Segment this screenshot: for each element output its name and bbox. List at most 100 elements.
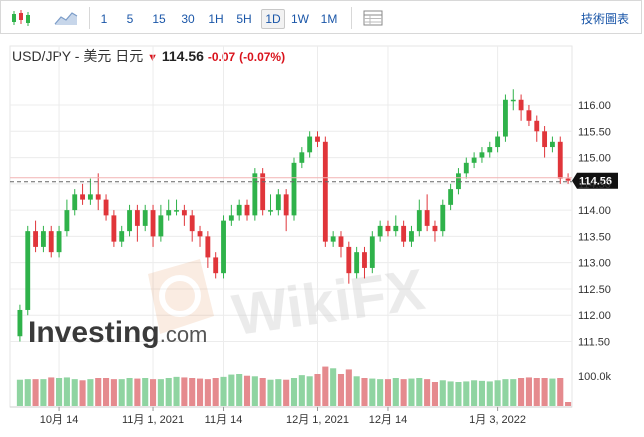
y-tick-label: 115.50 (578, 126, 611, 138)
candle (260, 168, 266, 216)
y-tick-label: 114.00 (578, 205, 611, 217)
candle-body (291, 162, 297, 216)
volume-bar (486, 381, 493, 406)
candle (510, 89, 516, 111)
candle-body (393, 225, 399, 232)
technical-chart-link[interactable]: 技術圖表 (580, 12, 629, 26)
timeframe-1[interactable]: 1 (100, 12, 108, 26)
volume-bar (361, 378, 368, 406)
candle-body (385, 225, 391, 232)
price-change-percent: (-0.07%) (239, 50, 286, 64)
table-icon[interactable] (361, 9, 387, 27)
wikifx-watermark-text: WikiFX (228, 257, 428, 348)
candle (80, 183, 85, 205)
volume-bar (510, 379, 517, 406)
investing-logo: Investing.com (28, 316, 207, 349)
candle (369, 231, 375, 274)
candle (549, 136, 555, 153)
timeframe-5h[interactable]: 5H (236, 12, 252, 26)
candle (463, 157, 469, 179)
volume-bar (16, 379, 23, 406)
volume-bar (259, 378, 266, 406)
candlestick-icon[interactable] (9, 9, 35, 27)
volume-bar (157, 379, 164, 406)
candle (33, 220, 39, 253)
volume-bar (24, 379, 31, 406)
y-tick-label: 116.00 (578, 100, 611, 112)
volume-bar (565, 402, 572, 406)
candle (181, 204, 187, 226)
volume-bars (16, 366, 572, 406)
x-tick-label: 11月 14 (205, 414, 243, 426)
candle (72, 189, 78, 216)
volume-bar (251, 376, 258, 406)
candle-body (189, 215, 195, 232)
volume-bar (103, 378, 110, 406)
candle (221, 215, 226, 279)
volume-bar (228, 374, 235, 406)
volume-bar (424, 379, 431, 406)
volume-bar (306, 376, 313, 406)
candle (291, 157, 297, 221)
candle-body (142, 210, 148, 226)
candle-body (244, 204, 250, 216)
candle-body (275, 194, 281, 211)
candle-body (40, 231, 46, 247)
x-tick-label: 1月 3, 2022 (469, 414, 526, 426)
volume-bar (212, 378, 219, 406)
candle (503, 94, 508, 142)
candle (87, 178, 93, 205)
timeframe-30[interactable]: 30 (181, 12, 195, 26)
candle-body (346, 246, 352, 274)
volume-bar (314, 374, 321, 406)
last-price-tag: 114.56 (572, 172, 618, 189)
timeframe-1d[interactable]: 1D (261, 9, 285, 29)
volume-bar (416, 378, 423, 406)
timeframe-1m[interactable]: 1M (320, 12, 338, 26)
volume-bar (431, 382, 439, 406)
volume-axis-label: 100.0k (578, 371, 612, 383)
candle-body (158, 215, 164, 237)
candle-body (369, 236, 375, 268)
timeframe-1w[interactable]: 1W (291, 12, 309, 26)
volume-bar (345, 369, 352, 406)
volume-bar (502, 379, 509, 406)
candle-body (479, 152, 485, 158)
candle (440, 199, 446, 237)
volume-bar (87, 379, 94, 406)
volume-bar (95, 378, 102, 406)
candle-body (463, 162, 469, 174)
price-chart[interactable]: WikiFX Investing.com 114.56 116.00 115.50… (0, 34, 644, 437)
y-axis: 116.00 115.50 115.00 114.50 114.00 113.50 113.… (578, 100, 612, 383)
area-chart-icon[interactable] (53, 9, 79, 27)
candle (362, 246, 367, 279)
symbol-label: USD/JPY - 美元 日元 (12, 48, 144, 64)
y-tick-label: 113.00 (578, 258, 611, 270)
candle (95, 173, 101, 211)
timeframe-5[interactable]: 5 (126, 12, 134, 26)
candle-body (181, 210, 187, 216)
last-price-tag-label: 114.56 (579, 176, 612, 188)
candle-body (338, 236, 344, 247)
timeframe-1h[interactable]: 1H (208, 12, 224, 26)
candle (228, 204, 234, 226)
volume-bar (126, 378, 133, 406)
candle-body (103, 199, 109, 216)
candle-body (322, 141, 328, 242)
candle (40, 225, 46, 253)
candle-body (495, 136, 501, 148)
candle (174, 199, 179, 216)
volume-bar (236, 374, 243, 406)
volume-bar (337, 374, 345, 406)
candle (338, 231, 344, 258)
candle (236, 199, 242, 221)
candle (542, 126, 548, 158)
candle-body (503, 99, 508, 137)
candle-body (307, 136, 313, 153)
candle-body (377, 225, 383, 237)
x-tick-label: 11月 1, 2021 (122, 414, 184, 426)
y-tick-label: 113.50 (578, 231, 611, 243)
timeframe-15[interactable]: 15 (152, 12, 166, 26)
candle (275, 189, 281, 216)
volume-bar (384, 379, 392, 406)
